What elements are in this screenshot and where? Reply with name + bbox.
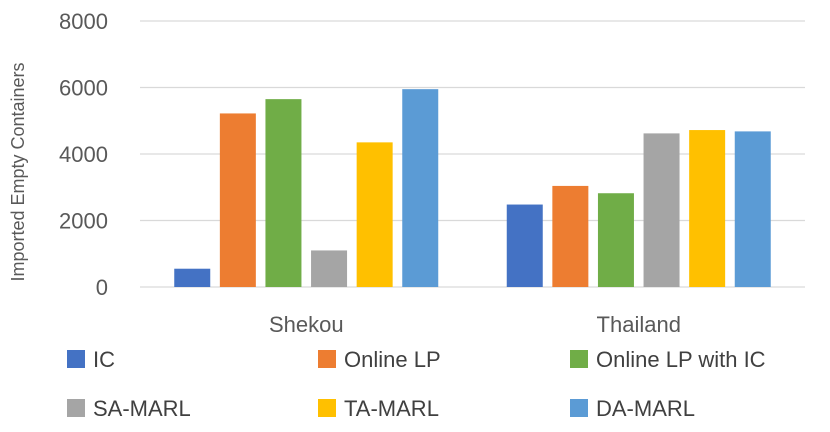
legend: IC Online LP Online LP with IC SA-MARL TA-MA… bbox=[67, 347, 766, 421]
legend-swatch bbox=[67, 350, 85, 368]
bar-ic-thailand bbox=[506, 204, 543, 287]
legend-label: TA-MARL bbox=[344, 396, 439, 421]
x-axis-categories: Shekou Thailand bbox=[269, 312, 681, 337]
y-tick-label: 8000 bbox=[59, 9, 108, 34]
bar-online-lp-with-ic-thailand bbox=[597, 193, 634, 287]
y-tick-label: 0 bbox=[96, 275, 108, 300]
bar-online-lp-thailand bbox=[552, 185, 589, 287]
x-category-label: Thailand bbox=[597, 312, 681, 337]
bar-da-marl-shekou bbox=[402, 89, 439, 287]
y-tick-label: 6000 bbox=[59, 76, 108, 101]
bars bbox=[174, 89, 771, 287]
legend-swatch bbox=[67, 399, 85, 417]
y-tick-label: 2000 bbox=[59, 209, 108, 234]
y-tick-label: 4000 bbox=[59, 142, 108, 167]
legend-label: Online LP bbox=[344, 347, 441, 372]
bar-sa-marl-shekou bbox=[311, 250, 348, 287]
legend-label: DA-MARL bbox=[596, 396, 695, 421]
bar-online-lp-with-ic-shekou bbox=[265, 99, 302, 287]
bar-ta-marl-shekou bbox=[356, 142, 393, 287]
bar-ic-shekou bbox=[174, 268, 211, 287]
bar-da-marl-thailand bbox=[734, 131, 771, 287]
legend-swatch bbox=[570, 350, 588, 368]
legend-label: Online LP with IC bbox=[596, 347, 766, 372]
bar-sa-marl-thailand bbox=[643, 133, 680, 287]
bar-online-lp-shekou bbox=[219, 113, 256, 287]
legend-swatch bbox=[318, 350, 336, 368]
legend-label: IC bbox=[93, 347, 115, 372]
legend-label: SA-MARL bbox=[93, 396, 191, 421]
legend-swatch bbox=[570, 399, 588, 417]
bar-ta-marl-thailand bbox=[689, 130, 726, 287]
y-axis-ticks: 0 2000 4000 6000 8000 bbox=[59, 9, 108, 300]
x-category-label: Shekou bbox=[269, 312, 344, 337]
y-axis-label: Imported Empty Containers bbox=[8, 62, 28, 281]
legend-swatch bbox=[318, 399, 336, 417]
